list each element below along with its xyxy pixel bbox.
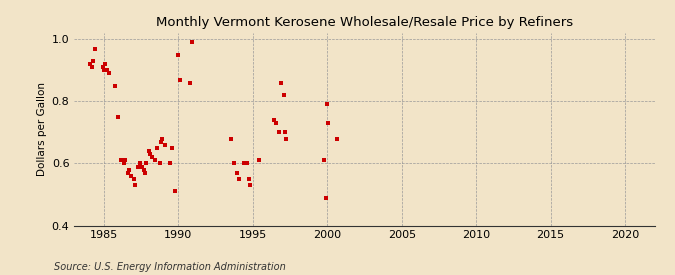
Point [232, 170, 242, 175]
Point [99, 68, 109, 72]
Point [187, 40, 198, 45]
Point [234, 177, 244, 181]
Point [140, 170, 151, 175]
Point [141, 161, 152, 166]
Point [173, 53, 184, 57]
Point [156, 139, 167, 144]
Point [152, 146, 163, 150]
Point [119, 158, 130, 163]
Point [130, 183, 140, 187]
Point [225, 136, 236, 141]
Point [318, 158, 329, 163]
Point [281, 136, 292, 141]
Point [143, 149, 154, 153]
Point [85, 62, 96, 66]
Point [110, 84, 121, 88]
Point [254, 158, 265, 163]
Point [86, 65, 97, 69]
Point [271, 121, 281, 125]
Point [169, 189, 180, 194]
Point [332, 136, 343, 141]
Point [159, 142, 170, 147]
Point [103, 71, 114, 76]
Point [229, 161, 240, 166]
Point [279, 130, 290, 134]
Point [126, 174, 136, 178]
Point [276, 81, 287, 85]
Point [116, 158, 127, 163]
Point [100, 62, 111, 66]
Point [157, 136, 168, 141]
Point [273, 130, 284, 134]
Point [138, 167, 149, 172]
Point [144, 152, 155, 156]
Point [132, 164, 143, 169]
Point [322, 102, 333, 107]
Point [150, 158, 161, 163]
Point [88, 59, 99, 63]
Point [321, 195, 331, 200]
Point [174, 77, 185, 82]
Point [239, 161, 250, 166]
Point [241, 161, 252, 166]
Point [323, 121, 334, 125]
Text: Source: U.S. Energy Information Administration: Source: U.S. Energy Information Administ… [54, 262, 286, 272]
Point [244, 177, 254, 181]
Y-axis label: Dollars per Gallon: Dollars per Gallon [38, 82, 47, 176]
Point [90, 46, 101, 51]
Point [245, 183, 256, 187]
Point [165, 161, 176, 166]
Point [134, 161, 145, 166]
Point [122, 170, 133, 175]
Point [97, 65, 108, 69]
Point [155, 161, 165, 166]
Point [101, 68, 112, 72]
Point [269, 118, 279, 122]
Title: Monthly Vermont Kerosene Wholesale/Resale Price by Refiners: Monthly Vermont Kerosene Wholesale/Resal… [156, 16, 573, 29]
Point [167, 146, 178, 150]
Point [124, 167, 134, 172]
Point [137, 164, 148, 169]
Point [112, 115, 123, 119]
Point [184, 81, 195, 85]
Point [118, 161, 129, 166]
Point [147, 155, 158, 160]
Point [128, 177, 139, 181]
Point [278, 93, 289, 97]
